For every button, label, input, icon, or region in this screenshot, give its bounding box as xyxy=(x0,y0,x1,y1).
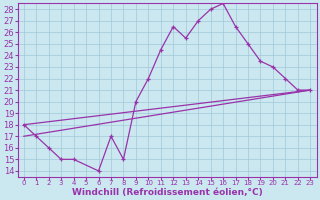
X-axis label: Windchill (Refroidissement éolien,°C): Windchill (Refroidissement éolien,°C) xyxy=(72,188,262,197)
